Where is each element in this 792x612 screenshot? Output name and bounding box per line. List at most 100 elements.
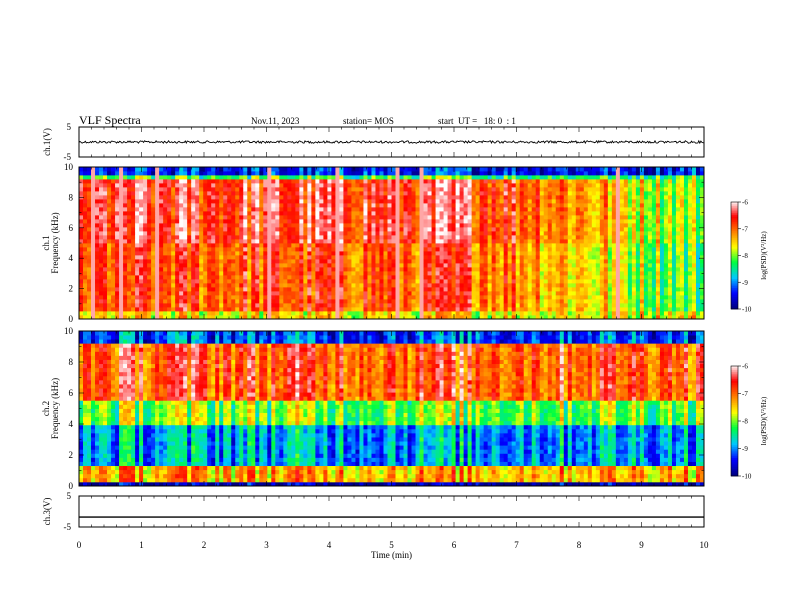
spectrogram-cell [323, 263, 328, 268]
spectrogram-cell [511, 175, 517, 180]
spectrogram-cell [395, 191, 400, 196]
spectrogram-cell [559, 179, 565, 184]
spectrogram-cell [155, 311, 160, 316]
spectrogram-cell [415, 179, 420, 184]
spectrogram-cell [163, 223, 168, 228]
spectrogram-cell [567, 275, 573, 280]
spectrogram-cell [83, 187, 88, 192]
spectrogram-cell [563, 243, 569, 248]
spectrogram-cell [291, 303, 296, 308]
spectrogram-cell [551, 207, 557, 212]
spectrogram-cell [387, 211, 392, 216]
spectrogram-cell [543, 283, 549, 288]
spectrogram-cell [211, 291, 216, 296]
spectrogram-cell [111, 235, 116, 240]
spectrogram-cell [79, 295, 84, 300]
spectrogram-cell [411, 263, 416, 268]
spectrogram-cell [299, 251, 304, 256]
spectrogram-cell [319, 187, 324, 192]
spectrogram-cell [175, 315, 180, 320]
spectrogram-cell [175, 179, 180, 184]
spectrogram-cell [207, 231, 212, 236]
spectrogram-cell [391, 255, 396, 260]
spectrogram-cell [463, 259, 469, 264]
spectrogram-cell [135, 287, 140, 292]
spectrogram-cell [463, 307, 469, 312]
spectrogram-cell [119, 175, 124, 180]
spectrogram-cell [191, 239, 196, 244]
spectrogram-cell [491, 295, 497, 300]
spectrogram-cell [291, 175, 296, 180]
spectrogram-cell [551, 287, 557, 292]
spectrogram-cell [215, 199, 220, 204]
spectrogram-cell [231, 183, 236, 188]
spectrogram-cell [571, 283, 577, 288]
spectrogram-cell [263, 215, 268, 220]
spectrogram-cell [267, 291, 272, 296]
spectrogram-cell [391, 179, 396, 184]
spectrogram-cell [239, 179, 244, 184]
spectrogram-cell [95, 283, 100, 288]
spectrogram-cell [175, 251, 180, 256]
spectrogram-cell [547, 187, 553, 192]
spectrogram-cell [335, 275, 340, 280]
spectrogram-cell [551, 231, 557, 236]
spectrogram-cell [395, 239, 400, 244]
spectrogram-cell [583, 179, 589, 184]
spectrogram-cell [231, 215, 236, 220]
spectrogram-cell [519, 183, 525, 188]
spectrogram-cell [471, 231, 477, 236]
spectrogram-cell [87, 263, 92, 268]
spectrogram-cell [455, 243, 461, 248]
spectrogram-cell [239, 247, 244, 252]
spectrogram-cell [235, 175, 240, 180]
spectrogram-cell [91, 307, 96, 312]
spectrogram-cell [95, 267, 100, 272]
spectrogram-cell [103, 243, 108, 248]
spectrogram-cell [575, 231, 581, 236]
spectrogram-cell [423, 259, 428, 264]
spectrogram-cell [99, 299, 104, 304]
spectrogram-cell [83, 219, 88, 224]
spectrogram-cell [179, 271, 184, 276]
spectrogram-cell [315, 235, 320, 240]
spectrogram-cell [259, 299, 264, 304]
spectrogram-cell [499, 315, 505, 320]
spectrogram-cell [435, 315, 440, 320]
spectrogram-cell [547, 275, 553, 280]
spectrogram-cell [387, 239, 392, 244]
spectrogram-cell [463, 251, 469, 256]
spectrogram-cell [115, 179, 120, 184]
spectrogram-cell [367, 171, 372, 176]
spectrogram-cell [135, 251, 140, 256]
spectrogram-cell [503, 227, 509, 232]
spectrogram-cell [463, 219, 469, 224]
spectrogram-cell [171, 223, 176, 228]
spectrogram-cell [191, 215, 196, 220]
spectrogram-cell [451, 279, 457, 284]
spectrogram-cell [455, 215, 461, 220]
spectrogram-cell [407, 239, 412, 244]
spectrogram-cell [447, 287, 452, 292]
spectrogram-cell [187, 195, 192, 200]
spectrogram-cell [315, 231, 320, 236]
spectrogram-cell [303, 179, 308, 184]
spectrogram-cell [235, 259, 240, 264]
spectrogram-cell [319, 267, 324, 272]
spectrogram-cell [547, 263, 553, 268]
spectrogram-cell [455, 299, 461, 304]
spectrogram-cell [375, 183, 380, 188]
spectrogram-cell [175, 207, 180, 212]
spectrogram-cell [375, 187, 380, 192]
spectrogram-cell [383, 267, 388, 272]
spectrogram-cell [383, 203, 388, 208]
spectrogram-cell [547, 287, 553, 292]
spectrogram-cell [271, 191, 276, 196]
spectrogram-cell [395, 255, 400, 260]
spectrogram-cell [131, 203, 136, 208]
spectrogram-cell [187, 199, 192, 204]
spectrogram-cell [367, 275, 372, 280]
spectrogram-cell [447, 199, 452, 204]
spectrogram-cell [79, 263, 84, 268]
spectrogram-cell [419, 259, 424, 264]
